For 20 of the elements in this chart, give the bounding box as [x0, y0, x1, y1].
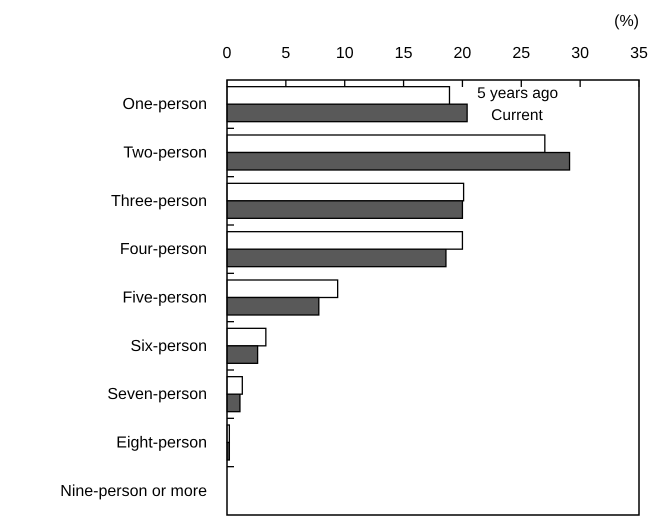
series-label: Current — [491, 107, 544, 124]
y-tick-label: Three-person — [110, 192, 207, 210]
x-tick-label: 20 — [454, 45, 472, 62]
x-tick-label: 10 — [336, 45, 354, 62]
y-tick-label: Seven-person — [107, 386, 207, 404]
x-tick-label: 5 — [281, 45, 290, 62]
y-tick-label: Nine-person or more — [60, 482, 208, 500]
x-tick-label: 15 — [394, 45, 413, 62]
x-tick-label: 35 — [630, 45, 648, 62]
y-tick-label: Eight-person — [116, 434, 207, 452]
y-tick-label: Four-person — [120, 241, 207, 258]
y-tick-label: Two-person — [123, 144, 207, 162]
y-tick-label: One-person — [122, 96, 207, 114]
series-label: 5 years ago — [477, 85, 558, 102]
y-tick-label: Six-person — [130, 338, 207, 355]
x-tick-label: 0 — [222, 45, 232, 62]
y-tick-label: Five-person — [122, 290, 207, 306]
x-axis-title: (%) — [614, 13, 639, 30]
x-tick-label: 30 — [571, 45, 590, 62]
x-tick-label: 25 — [512, 45, 530, 62]
